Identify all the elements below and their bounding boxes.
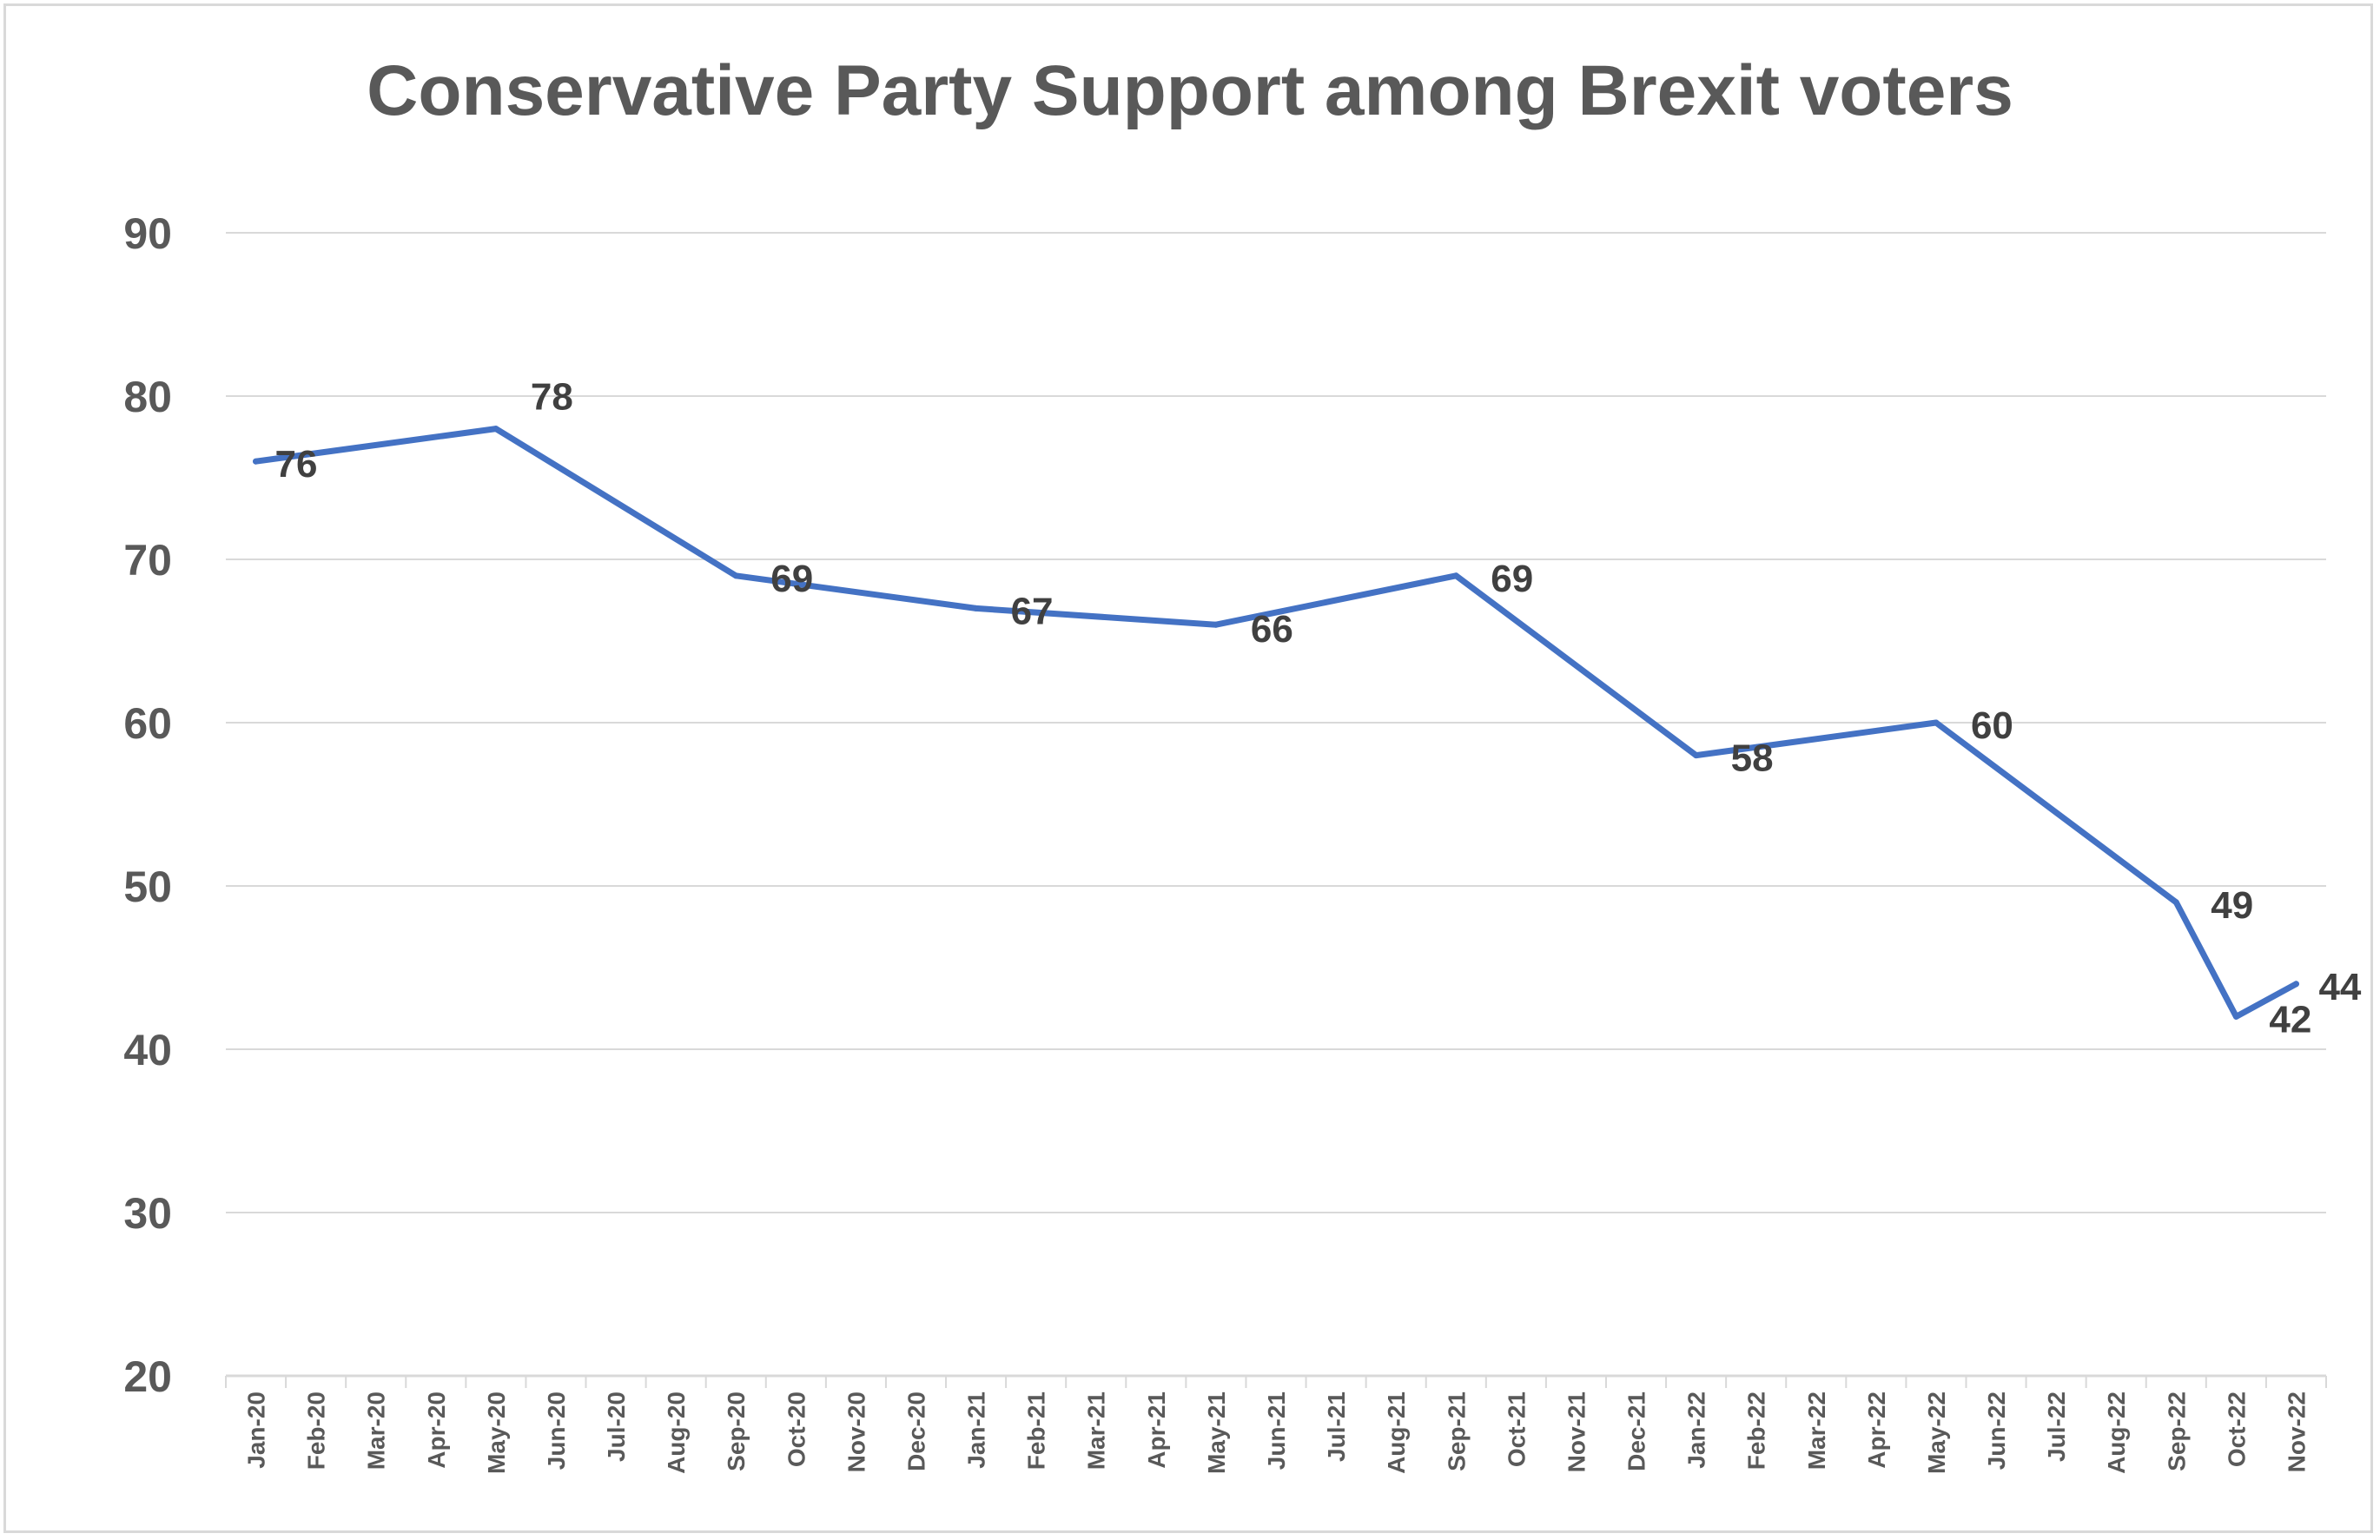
x-tick-label: May-20 xyxy=(483,1391,510,1474)
data-point xyxy=(1933,719,1940,726)
x-tick-label: Apr-20 xyxy=(423,1391,450,1469)
x-tick-label: Aug-22 xyxy=(2103,1391,2130,1474)
x-tick-label: Oct-21 xyxy=(1503,1391,1530,1467)
data-label: 78 xyxy=(531,376,573,419)
data-label: 66 xyxy=(1251,608,1293,651)
data-label: 76 xyxy=(275,443,318,486)
x-tick-label: Jul-22 xyxy=(2043,1391,2070,1462)
chart-border xyxy=(3,3,2373,1533)
x-tick-label: Feb-21 xyxy=(1023,1391,1050,1470)
x-tick-label: May-22 xyxy=(1923,1391,1950,1474)
x-tick-label: Nov-20 xyxy=(843,1391,869,1472)
x-tick-label: Jun-22 xyxy=(1983,1391,2010,1470)
x-tick-label: Jan-22 xyxy=(1683,1391,1710,1469)
series-line-group xyxy=(253,426,2299,1020)
x-tick-label: Oct-20 xyxy=(783,1391,810,1467)
x-tick-label: Sep-20 xyxy=(723,1391,750,1471)
x-tick-label: Jan-21 xyxy=(963,1391,990,1469)
data-point xyxy=(493,426,499,433)
x-tick-label: Jul-20 xyxy=(603,1391,630,1462)
data-label: 67 xyxy=(1011,590,1054,632)
gridlines xyxy=(226,232,2326,1213)
data-label: 58 xyxy=(1731,737,1774,780)
y-tick-label: 90 xyxy=(123,209,172,258)
x-tick-label: Aug-21 xyxy=(1383,1391,1410,1474)
x-tick-label: Apr-21 xyxy=(1143,1391,1170,1469)
y-tick-label: 30 xyxy=(123,1189,172,1238)
x-tick-label: Jul-21 xyxy=(1323,1391,1350,1462)
x-tick-label: May-21 xyxy=(1203,1391,1230,1474)
x-tick-label: Apr-22 xyxy=(1863,1391,1890,1469)
x-tick-label: Jan-20 xyxy=(243,1391,270,1469)
y-tick-label: 60 xyxy=(123,699,172,748)
x-tick-label: Dec-21 xyxy=(1623,1391,1650,1471)
x-tick-label: Feb-22 xyxy=(1743,1391,1770,1470)
data-label: 69 xyxy=(1491,558,1533,600)
x-axis: Jan-20 Feb-20 Mar-20 Apr-20 May-20 Jun-20 Jul-… xyxy=(225,1374,2327,1474)
data-point xyxy=(1213,621,1220,628)
data-point xyxy=(2232,1013,2239,1020)
data-point xyxy=(973,605,980,611)
x-tick-label: Nov-21 xyxy=(1563,1391,1590,1472)
y-tick-label: 70 xyxy=(123,536,172,585)
data-label: 49 xyxy=(2211,884,2253,927)
y-tick-label: 50 xyxy=(123,863,172,911)
x-tick-label: Jun-20 xyxy=(543,1391,570,1470)
x-tick-label: Jun-21 xyxy=(1263,1391,1290,1470)
data-point xyxy=(732,572,739,579)
x-tick-label: Nov-22 xyxy=(2283,1391,2310,1472)
y-tick-label: 20 xyxy=(123,1352,172,1401)
data-point xyxy=(1452,572,1459,579)
y-axis-ticks: 20 30 40 50 60 70 80 90 xyxy=(123,209,172,1401)
y-tick-label: 80 xyxy=(123,373,172,421)
x-tick-label: Sep-22 xyxy=(2163,1391,2190,1471)
data-point xyxy=(1693,752,1700,759)
data-label: 69 xyxy=(770,558,813,600)
x-tick-label: Feb-20 xyxy=(303,1391,330,1470)
data-label: 44 xyxy=(2318,966,2361,1008)
x-tick-label: Oct-22 xyxy=(2223,1391,2250,1467)
y-tick-label: 40 xyxy=(123,1026,172,1074)
x-tick-label: Dec-20 xyxy=(902,1391,929,1471)
chart-title: Conservative Party Support among Brexit … xyxy=(367,51,2013,130)
x-tick-label: Aug-20 xyxy=(663,1391,690,1474)
x-tick-label: Mar-21 xyxy=(1083,1391,1110,1470)
x-tick-label: Mar-20 xyxy=(363,1391,390,1470)
data-label: 42 xyxy=(2269,998,2311,1041)
data-label: 60 xyxy=(1971,704,2013,747)
data-point xyxy=(253,458,260,465)
x-tick-label: Mar-22 xyxy=(1803,1391,1830,1470)
data-point xyxy=(2172,899,2179,906)
x-tick-label: Sep-21 xyxy=(1443,1391,1470,1471)
data-point xyxy=(2292,981,2299,988)
